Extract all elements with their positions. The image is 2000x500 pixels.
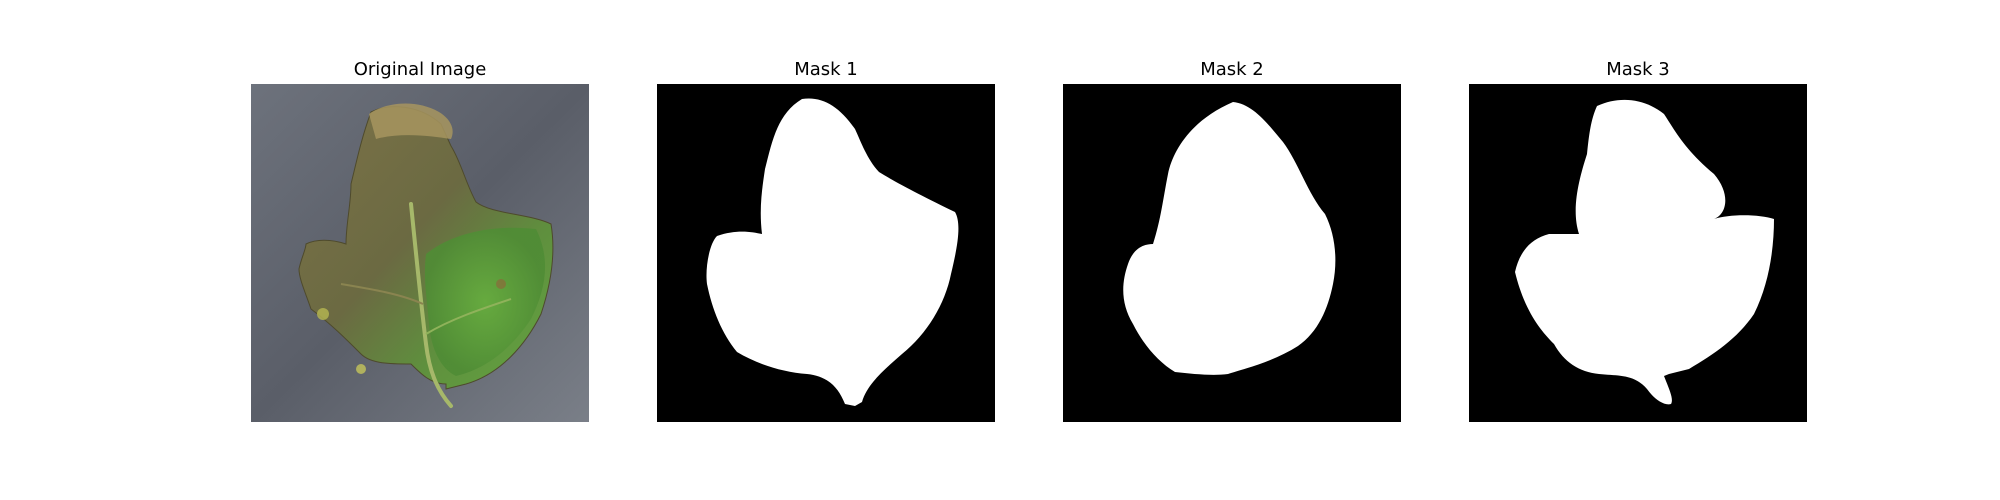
leaf-healthy-region xyxy=(424,227,546,376)
leaf-spot xyxy=(496,279,506,289)
mask-region xyxy=(1515,99,1774,405)
panel-title: Mask 3 xyxy=(1606,59,1670,80)
leaf-vein xyxy=(425,298,512,335)
leaf-midrib xyxy=(409,202,453,408)
leaf-photo xyxy=(251,84,589,422)
mask-1-image xyxy=(657,84,995,422)
leaf-spot xyxy=(356,364,366,374)
panel-mask-3: Mask 3 xyxy=(1469,0,1807,500)
panel-title: Mask 2 xyxy=(1200,59,1264,80)
panel-title: Mask 1 xyxy=(794,59,858,80)
mask-region xyxy=(1123,102,1336,375)
panel-original-image: Original Image xyxy=(251,0,589,500)
leaf-curled-edge xyxy=(369,103,453,139)
mask-3-image xyxy=(1469,84,1807,422)
panel-mask-1: Mask 1 xyxy=(657,0,995,500)
mask-2-image xyxy=(1063,84,1401,422)
panel-title: Original Image xyxy=(353,59,487,80)
leaf-vein xyxy=(340,283,424,305)
leaf-spot xyxy=(317,308,329,320)
panel-mask-2: Mask 2 xyxy=(1063,0,1401,500)
mask-region xyxy=(706,98,959,406)
